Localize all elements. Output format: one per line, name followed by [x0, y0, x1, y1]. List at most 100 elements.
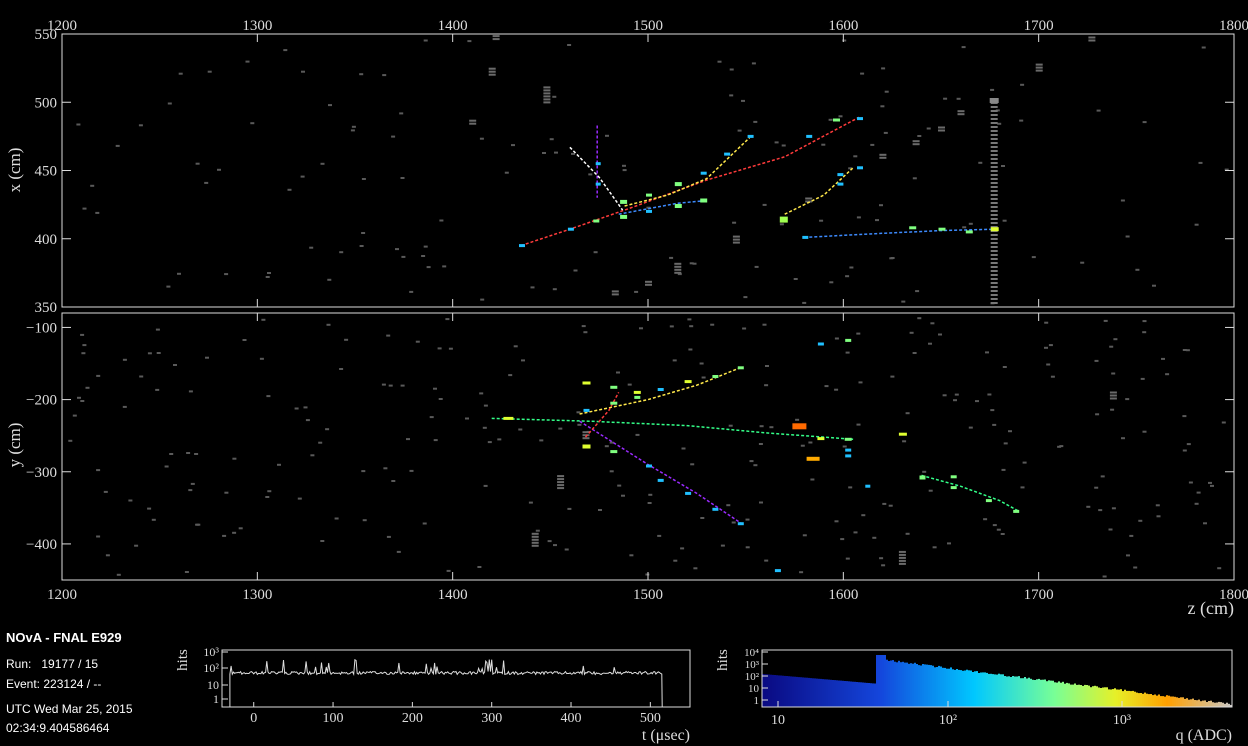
noise-hit [207, 70, 212, 73]
reco-hit [674, 204, 682, 208]
noise-hit [917, 135, 922, 137]
noise-hit [881, 564, 886, 567]
charge-bar [998, 673, 1000, 707]
time-ytick-label: 10² [203, 661, 219, 675]
noise-hit [164, 465, 169, 468]
noise-hit [720, 544, 725, 547]
column-hit [990, 266, 998, 268]
charge-bar [1164, 696, 1166, 707]
noise-hit [1185, 349, 1190, 352]
charge-bar [818, 678, 820, 707]
time-histogram[interactable]: 0 100 200 300 400 500 110 10² 10³ hits t (μsec) [175, 645, 691, 744]
noise-hit [72, 414, 77, 417]
noise-hit [567, 44, 572, 46]
noise-hit [932, 546, 937, 549]
yz-view[interactable]: 1200 1300 1400 1500 1600 1700 1800 −100 −200 −300… [5, 312, 1248, 619]
reco-hit [700, 171, 707, 175]
reco-track [569, 146, 624, 211]
charge-bar [960, 670, 962, 707]
charge-ytick-label: 10⁴ [744, 647, 759, 659]
noise-hit [415, 340, 420, 343]
charge-bar [1154, 694, 1156, 707]
noise-hit [518, 428, 523, 431]
reco-hit [620, 199, 628, 204]
charge-bar [848, 681, 850, 707]
charge-bar [1016, 676, 1018, 707]
noise-hit [1048, 344, 1053, 347]
charge-bar [1120, 689, 1122, 707]
noise-hit [1001, 468, 1006, 471]
charge-bar [884, 655, 886, 707]
reco-hit [837, 182, 844, 186]
charge-bar [1084, 684, 1086, 707]
charge-hist-xlabel: q (ADC) [1176, 727, 1232, 744]
noise-hit [359, 73, 364, 76]
reco-track [784, 167, 854, 215]
noise-hit [423, 39, 428, 42]
noise-hit [992, 524, 997, 527]
noise-hit [912, 352, 917, 354]
charge-bar [1218, 701, 1220, 707]
charge-bar [1220, 702, 1222, 707]
charge-bar [790, 676, 792, 707]
column-hit [990, 114, 998, 116]
noise-hit [442, 265, 447, 268]
charge-bar [948, 668, 950, 707]
gray-cluster-hit [488, 73, 496, 76]
charge-bar [1206, 702, 1208, 707]
charge-bar [1148, 694, 1150, 707]
noise-hit [605, 134, 609, 137]
charge-bar [930, 665, 932, 707]
xz-ylabel: x (cm) [5, 148, 24, 193]
noise-hit [729, 94, 734, 97]
noise-hit [875, 219, 879, 222]
noise-hit [409, 290, 414, 293]
charge-bar [1224, 703, 1226, 707]
noise-hit [90, 184, 95, 187]
charge-bar [924, 664, 926, 707]
gray-cluster-hit [645, 280, 652, 283]
z-tick-label: 1400 [438, 587, 468, 603]
noise-hit [629, 554, 634, 557]
noise-hit [1140, 377, 1145, 380]
charge-bar [928, 664, 930, 707]
xz-view[interactable]: 1200 1300 1400 1500 1600 1700 1800 350 400 450 500… [5, 18, 1248, 316]
noise-hit [232, 457, 237, 460]
noise-hit [1165, 373, 1170, 376]
noise-hit [978, 161, 983, 164]
gray-cluster-hit [543, 95, 551, 98]
column-hit [990, 130, 998, 132]
charge-bar [812, 678, 814, 707]
charge-bar [814, 678, 816, 707]
noise-hit [383, 467, 388, 470]
noise-hit [1194, 502, 1199, 505]
noise-hit [853, 155, 858, 158]
charge-bar [986, 672, 988, 707]
noise-hit [96, 535, 101, 538]
noise-hit [573, 269, 578, 272]
noise-hit [997, 122, 1002, 125]
noise-hit [521, 359, 525, 362]
charge-bar [974, 671, 976, 707]
noise-hit [1102, 575, 1107, 578]
noise-hit [487, 441, 492, 444]
reco-hit [610, 450, 618, 454]
noise-hit [879, 557, 884, 560]
noise-hit [81, 352, 86, 355]
reco-hit [990, 227, 999, 232]
noise-hit [881, 67, 886, 70]
noise-hit [445, 318, 450, 321]
reco-hit [817, 437, 825, 441]
noise-hit [848, 486, 853, 489]
noise-hit [400, 384, 405, 387]
charge-bar [872, 683, 874, 707]
noise-hit [381, 383, 386, 386]
gray-cluster-hit [674, 262, 682, 265]
charge-bar [932, 665, 934, 707]
gray-cluster-hit [879, 153, 887, 156]
noise-hit [1001, 165, 1005, 167]
charge-bar [1050, 680, 1052, 707]
noise-hit [879, 204, 883, 207]
noise-hit [277, 463, 281, 466]
